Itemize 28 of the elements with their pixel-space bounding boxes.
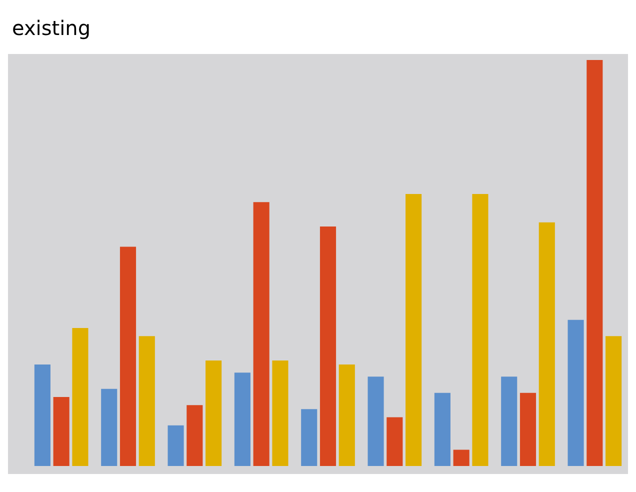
bar: [34, 364, 50, 466]
text: existing: [11, 15, 92, 42]
bar: [234, 372, 250, 466]
bar: [120, 246, 136, 466]
bar: [406, 194, 422, 466]
bar: [301, 409, 318, 466]
bar: [168, 425, 184, 466]
bar: [320, 226, 336, 466]
bar: [206, 360, 222, 466]
bar: [338, 364, 355, 466]
bar: [53, 396, 70, 466]
bar: [586, 60, 603, 466]
bar: [101, 388, 118, 466]
bar: [501, 376, 518, 466]
bar: [368, 376, 384, 466]
bar: [520, 392, 536, 466]
bar: [606, 336, 622, 466]
bar: [472, 194, 488, 466]
bar: [386, 417, 403, 466]
bar: [272, 360, 288, 466]
bar: [434, 392, 450, 466]
bar: [72, 328, 88, 466]
bar: [568, 320, 584, 466]
bar: [538, 222, 555, 466]
bar: [186, 405, 203, 466]
bar: [453, 450, 470, 466]
bar: [138, 336, 155, 466]
bar: [253, 202, 270, 466]
